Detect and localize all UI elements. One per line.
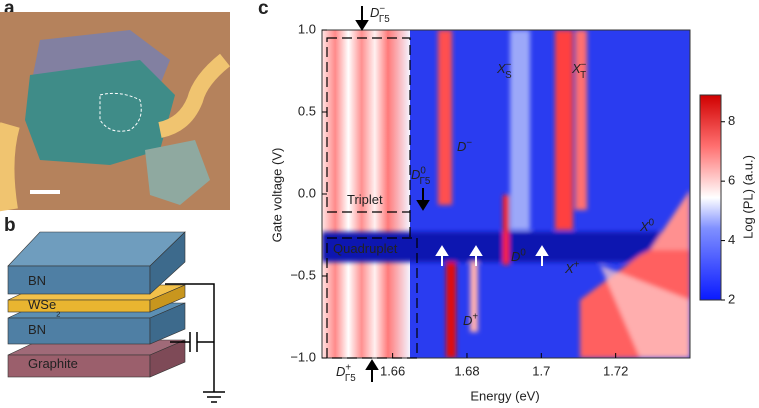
circuit xyxy=(165,283,225,403)
colorbar-tick-label: 2 xyxy=(728,291,735,306)
annotation-part: 0 xyxy=(420,165,426,176)
annotation: D− Γ5 xyxy=(370,3,390,25)
y-axis-label: Gate voltage (V) xyxy=(269,148,284,243)
annotation-part: D xyxy=(411,167,420,182)
y-tick-label: 1.0 xyxy=(298,21,316,36)
layer-label: Graphite xyxy=(28,356,78,371)
y-tick-label: 0.0 xyxy=(298,185,316,200)
annotation-part: D xyxy=(511,249,520,264)
micrograph xyxy=(0,12,231,212)
annotation: D− xyxy=(457,137,472,154)
annotation-part: S xyxy=(505,69,512,80)
colorbar xyxy=(699,94,722,301)
colorbar-tick-label: 8 xyxy=(728,113,735,128)
arrows-white xyxy=(435,245,549,266)
annotation-part: D xyxy=(457,139,466,154)
annotation-part: X xyxy=(496,61,507,76)
annotation-part: X xyxy=(564,261,575,276)
annotation: X0 xyxy=(639,217,655,234)
annotation: X− T xyxy=(571,59,587,81)
annotation: Triplet xyxy=(347,192,383,207)
layer-label: BN xyxy=(28,273,46,288)
layer-label: WSe2 xyxy=(28,297,60,318)
annotation: D0 xyxy=(511,247,526,264)
colorbar-tick-label: 4 xyxy=(728,232,735,247)
annotation-part: − xyxy=(581,59,587,70)
annotation-part: X xyxy=(639,219,650,234)
x-tick-label: 1.72 xyxy=(603,363,628,378)
layer-label-part: Graphite xyxy=(28,356,78,371)
y-tick-label: −1.0 xyxy=(290,349,316,364)
annotation-part: T xyxy=(580,69,586,80)
y-tick-label: −0.5 xyxy=(290,267,316,282)
annotation-part: + xyxy=(472,311,478,322)
x-tick-label: 1.7 xyxy=(532,363,550,378)
layer-label: BN xyxy=(28,322,46,337)
annotation: X− S xyxy=(496,59,512,81)
annotation-part: Γ5 xyxy=(345,372,356,383)
layer-label-part: 2 xyxy=(56,309,60,318)
annotation-part: D xyxy=(336,364,345,379)
annotation-part: X xyxy=(571,61,582,76)
arrows xyxy=(355,6,430,382)
schematic xyxy=(7,231,186,378)
x-tick-label: 1.66 xyxy=(380,363,405,378)
panel-label: a xyxy=(4,0,15,19)
heatmap-image xyxy=(322,30,690,358)
annotation-part: − xyxy=(379,3,385,14)
annotation-part: + xyxy=(345,362,351,373)
y-tick-label: 0.5 xyxy=(298,103,316,118)
annotation-part: Quadruplet xyxy=(333,241,398,256)
annotation-part: Triplet xyxy=(347,192,383,207)
annotation: D+ xyxy=(463,311,478,328)
colorbar-tick-label: 6 xyxy=(728,173,735,188)
annotation-part: D xyxy=(370,5,379,20)
annotation-part: − xyxy=(466,137,472,148)
layer-label-part: WSe xyxy=(28,297,56,312)
x-axis-label: Energy (eV) xyxy=(470,388,539,403)
colorbar-label: Log (PL) (a.u.) xyxy=(740,155,755,239)
annotation: D+ Γ5 xyxy=(336,362,356,384)
annotation-part: 0 xyxy=(649,217,655,228)
guides xyxy=(326,37,418,359)
annotation-part: − xyxy=(506,59,512,70)
annotation-part: D xyxy=(463,313,472,328)
annotation-part: 0 xyxy=(520,247,526,258)
layer-label-part: BN xyxy=(28,322,46,337)
annotation-part: + xyxy=(574,259,580,270)
layer-label-part: BN xyxy=(28,273,46,288)
annotation: Quadruplet xyxy=(333,241,398,256)
annotation: X+ xyxy=(564,259,580,276)
panel-label: c xyxy=(258,0,269,19)
annotation: D0 Γ5 xyxy=(411,165,431,187)
annotation-part: Γ5 xyxy=(420,175,431,186)
panel-label: b xyxy=(4,215,16,236)
annotation-part: Γ5 xyxy=(379,13,390,24)
layer-labels: BN WSe2 BN Graphite xyxy=(28,273,78,371)
x-tick-label: 1.68 xyxy=(454,363,479,378)
